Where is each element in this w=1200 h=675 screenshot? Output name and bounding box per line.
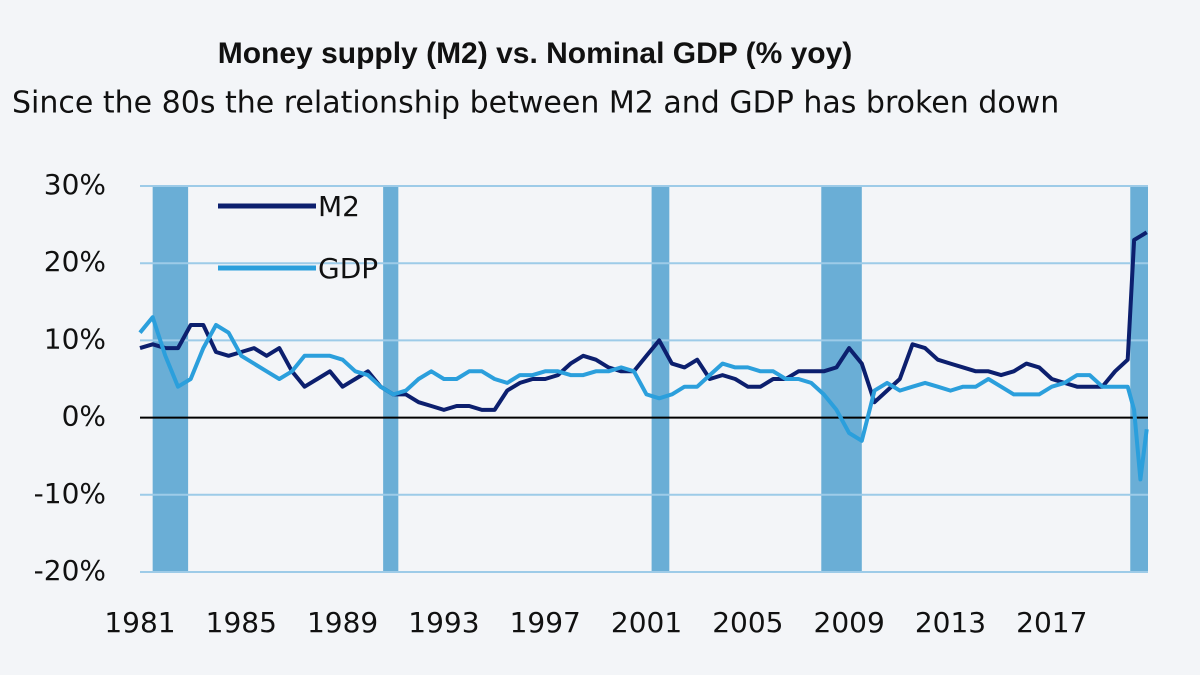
recession-band	[152, 186, 189, 572]
x-tick-label: 2001	[611, 606, 682, 639]
x-tick-label: 1981	[104, 606, 175, 639]
y-tick-label: 30%	[44, 168, 106, 201]
legend-label: M2	[318, 190, 360, 223]
recession-band	[651, 186, 670, 572]
y-tick-label: 20%	[44, 245, 106, 278]
y-tick-label: 10%	[44, 322, 106, 355]
line-series	[138, 315, 1149, 482]
chart-subtitle: Since the 80s the relationship between M…	[12, 86, 1059, 121]
x-tick-label: 2017	[1016, 606, 1087, 639]
line-series	[139, 230, 1148, 412]
legend-label: GDP	[318, 252, 378, 285]
recession-band	[383, 186, 399, 572]
x-tick-label: 1989	[307, 606, 378, 639]
x-tick-label: 2009	[814, 606, 885, 639]
y-tick-label: 0%	[62, 400, 106, 433]
chart-title: Money supply (M2) vs. Nominal GDP (% yoy…	[218, 37, 853, 70]
x-tick-label: 1993	[408, 606, 479, 639]
x-tick-label: 2013	[915, 606, 986, 639]
y-tick-label: -20%	[34, 554, 106, 587]
recession-band	[1130, 186, 1148, 572]
x-tick-label: 2005	[712, 606, 783, 639]
y-tick-label: -10%	[34, 477, 106, 510]
x-tick-label: 1985	[206, 606, 277, 639]
x-tick-label: 1997	[510, 606, 581, 639]
recession-band	[821, 186, 862, 572]
